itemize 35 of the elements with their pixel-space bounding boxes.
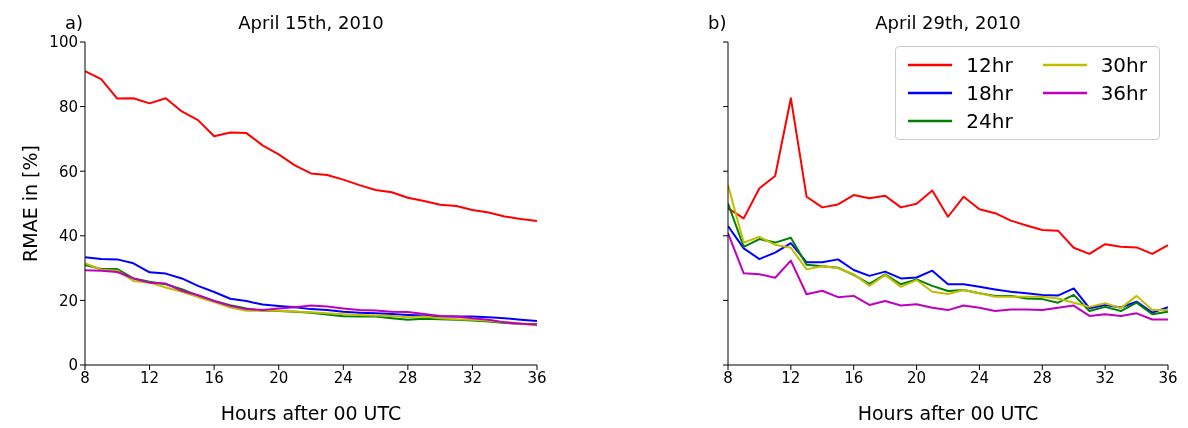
chart-title: April 15th, 2010: [237, 12, 385, 33]
x-tick-label: 36: [1158, 368, 1178, 387]
x-tick-label: 28: [398, 368, 418, 387]
legend-label: 30hr: [1100, 53, 1147, 77]
y-tick-label: 80: [58, 97, 78, 116]
x-tick-label: 8: [80, 368, 90, 387]
x-tick-label: 24: [969, 368, 989, 387]
legend-label: 24hr: [966, 109, 1013, 133]
y-tick-label: 60: [58, 162, 78, 181]
y-tick-label: 0: [68, 356, 78, 375]
x-tick-label: 24: [333, 368, 353, 387]
x-tick-label: 16: [204, 368, 224, 387]
legend-label: 12hr: [966, 53, 1013, 77]
line-series: [85, 70, 537, 222]
x-tick-label: 20: [907, 368, 927, 387]
x-tick-label: 8: [723, 368, 733, 387]
text: b): [708, 12, 727, 33]
legend-label: 18hr: [966, 81, 1013, 105]
x-tick-label: 16: [844, 368, 864, 387]
y-tick-label: 100: [49, 33, 78, 52]
y-axis-title: RMAE in [%]: [18, 145, 41, 262]
x-tick-label: 12: [781, 368, 801, 387]
text: a): [65, 12, 84, 33]
x-tick-label: 12: [140, 368, 160, 387]
legend-label: 36hr: [1100, 81, 1147, 105]
x-axis-title: Hours after 00 UTC: [857, 402, 1039, 424]
x-tick-label: 32: [462, 368, 482, 387]
x-tick-label: 32: [1095, 368, 1115, 387]
x-axis-title: Hours after 00 UTC: [220, 402, 402, 424]
x-tick-label: 28: [1032, 368, 1052, 387]
y-tick-label: 20: [58, 291, 78, 310]
x-tick-label: 20: [269, 368, 289, 387]
chart-title: April 29th, 2010: [874, 12, 1022, 33]
x-tick-label: 36: [527, 368, 547, 387]
y-tick-label: 40: [58, 227, 78, 246]
